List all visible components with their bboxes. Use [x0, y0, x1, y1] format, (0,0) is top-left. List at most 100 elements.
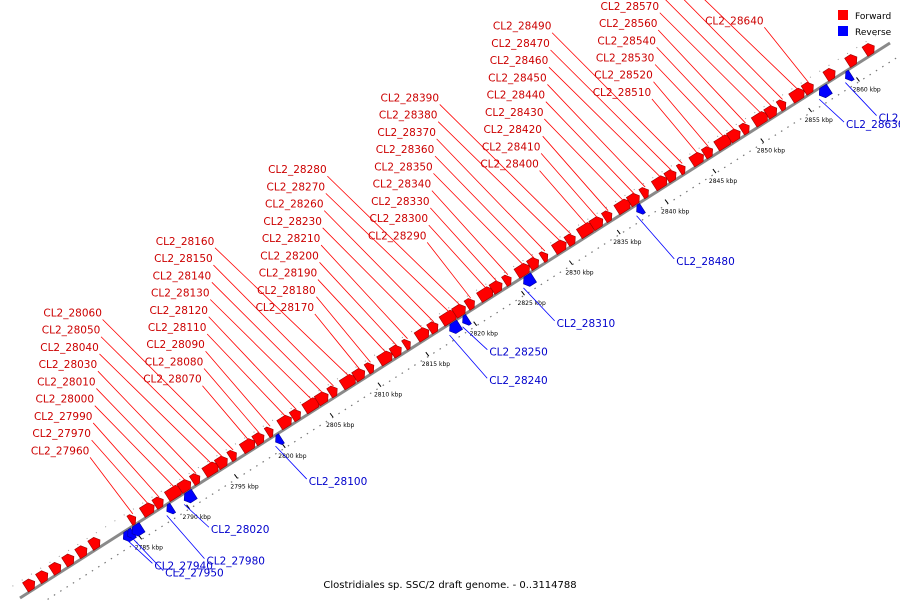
forward-gene-label[interactable]: CL2_28110 — [148, 322, 207, 334]
legend-forward-swatch — [838, 10, 848, 20]
reverse-gene-label[interactable]: CL2_28480 — [676, 256, 735, 268]
forward-gene-label[interactable]: CL2_28210 — [262, 233, 321, 245]
leader-line — [92, 422, 160, 498]
forward-gene-label[interactable]: CL2_28460 — [490, 55, 549, 67]
leader-line — [845, 82, 877, 116]
gene-block-CL2_28250 — [462, 313, 472, 326]
gene-block-CL2_28210 — [401, 338, 411, 351]
forward-gene-label[interactable]: CL2_28190 — [259, 268, 318, 280]
forward-gene-label[interactable]: CL2_28280 — [268, 164, 327, 176]
forward-gene-label[interactable]: CL2_28040 — [40, 342, 99, 354]
forward-gene-label[interactable]: CL2_28430 — [485, 107, 544, 119]
forward-gene-label[interactable]: CL2_28300 — [370, 213, 429, 225]
forward-gene-label[interactable]: CL2_28640 — [705, 15, 764, 27]
gene-block — [822, 68, 836, 82]
forward-gene-label[interactable]: CL2_28570 — [601, 1, 660, 13]
gene-block-CL2_28010 — [176, 479, 192, 494]
leader-line — [214, 247, 350, 377]
reverse-gene-label[interactable]: CL2_27940 — [154, 560, 213, 572]
leader-line — [213, 264, 334, 387]
kbp-tick — [616, 229, 621, 235]
forward-gene-label[interactable]: CL2_28350 — [374, 161, 433, 173]
gene-block-CL2_28020 — [183, 488, 198, 504]
forward-gene-label[interactable]: CL2_28410 — [482, 141, 541, 153]
reverse-gene-label[interactable]: CL2_28310 — [557, 318, 616, 330]
forward-gene-label[interactable]: CL2_28330 — [371, 196, 430, 208]
gene-block-CL2_28190 — [376, 350, 393, 367]
forward-gene-label[interactable]: CL2_28420 — [483, 124, 542, 136]
leader-line — [316, 296, 371, 363]
legend: Forward Reverse — [838, 10, 892, 38]
forward-gene-label[interactable]: CL2_28560 — [599, 18, 658, 30]
leader-line — [683, 0, 783, 100]
forward-gene-label[interactable]: CL2_28440 — [487, 90, 546, 102]
forward-gene-label[interactable]: CL2_28530 — [596, 52, 655, 64]
forward-gene-label[interactable]: CL2_28050 — [42, 325, 101, 337]
forward-gene-label[interactable]: CL2_27990 — [34, 411, 93, 423]
forward-gene-label[interactable]: CL2_28290 — [368, 230, 427, 242]
forward-gene-label[interactable]: CL2_28010 — [37, 376, 96, 388]
forward-gene-label[interactable]: CL2_27960 — [31, 445, 90, 457]
leader-line — [102, 319, 234, 451]
forward-gene-label[interactable]: CL2_28510 — [593, 87, 652, 99]
forward-gene-label[interactable]: CL2_28490 — [493, 21, 552, 33]
forward-gene-label[interactable]: CL2_28380 — [379, 110, 438, 122]
leader-line — [323, 210, 435, 323]
leader-line — [314, 313, 360, 370]
reverse-gene-label[interactable]: CL2_28100 — [309, 476, 368, 488]
forward-gene-label[interactable]: CL2_28390 — [381, 92, 440, 104]
reverse-gene-label[interactable]: CL2_28650 — [879, 113, 900, 125]
reverse-gene-label[interactable]: CL2_28630 — [846, 119, 900, 131]
forward-gene-label[interactable]: CL2_28120 — [149, 305, 208, 317]
forward-gene-label[interactable]: CL2_28230 — [263, 216, 322, 228]
leader-line — [322, 227, 424, 330]
forward-gene-label[interactable]: CL2_28030 — [39, 359, 98, 371]
forward-gene-label[interactable]: CL2_28090 — [146, 339, 205, 351]
reverse-gene-label[interactable]: CL2_27950 — [165, 568, 224, 580]
forward-gene-label[interactable]: CL2_28520 — [594, 70, 653, 82]
forward-gene-label[interactable]: CL2_28140 — [153, 270, 212, 282]
leader-line — [183, 504, 210, 528]
forward-gene-label[interactable]: CL2_28060 — [43, 307, 102, 319]
forward-gene-label[interactable]: CL2_28150 — [154, 253, 213, 265]
forward-dotted-line — [12, 30, 883, 587]
kbp-tick-label: 2790 kbp — [183, 514, 211, 521]
kbp-tick-label: 2810 kbp — [374, 392, 402, 399]
forward-gene-label[interactable]: CL2_28130 — [151, 288, 210, 300]
backbone-line — [19, 41, 891, 600]
leader-line — [665, 0, 773, 107]
gene-block — [844, 54, 858, 68]
reverse-gene-label[interactable]: CL2_28020 — [211, 524, 270, 536]
reverse-gene-label[interactable]: CL2_27980 — [206, 556, 265, 568]
kbp-tick-label: 2805 kbp — [326, 422, 354, 429]
forward-gene-label[interactable]: CL2_28470 — [491, 38, 550, 50]
forward-gene-label[interactable]: CL2_28540 — [597, 35, 656, 47]
forward-gene-label[interactable]: CL2_28000 — [36, 394, 95, 406]
kbp-tick — [568, 260, 573, 265]
forward-gene-label[interactable]: CL2_28370 — [377, 127, 436, 139]
forward-gene-label[interactable]: CL2_28260 — [265, 199, 324, 211]
leader-line — [523, 287, 555, 322]
forward-gene-label[interactable]: CL2_28340 — [373, 179, 432, 191]
leader-line — [426, 242, 472, 299]
forward-gene-label[interactable]: CL2_27970 — [32, 428, 91, 440]
gene-block-CL2_28060 — [226, 449, 237, 463]
forward-gene-label[interactable]: CL2_28180 — [257, 285, 316, 297]
forward-gene-label[interactable]: CL2_28080 — [145, 356, 204, 368]
forward-gene-label[interactable]: CL2_28270 — [267, 181, 326, 193]
gene-block-CL2_28240 — [449, 319, 464, 334]
gene-block-CL2_28470 — [663, 169, 677, 184]
forward-gene-label[interactable]: CL2_28400 — [480, 159, 539, 171]
gene-block-CL2_28410 — [588, 216, 604, 232]
genome-caption: Clostridiales sp. SSC/2 draft genome. - … — [323, 580, 576, 591]
forward-gene-label[interactable]: CL2_28200 — [260, 250, 319, 262]
forward-gene-label[interactable]: CL2_28450 — [488, 72, 547, 84]
reverse-gene-label[interactable]: CL2_28250 — [489, 347, 548, 359]
forward-gene-label[interactable]: CL2_28070 — [143, 374, 202, 386]
forward-gene-label[interactable]: CL2_28160 — [156, 236, 215, 248]
gene-block-CL2_28600 — [775, 99, 787, 112]
forward-gene-label[interactable]: CL2_28170 — [256, 302, 315, 314]
reverse-gene-label[interactable]: CL2_28240 — [489, 375, 548, 387]
leader-line — [654, 64, 725, 138]
forward-gene-label[interactable]: CL2_28360 — [376, 144, 435, 156]
